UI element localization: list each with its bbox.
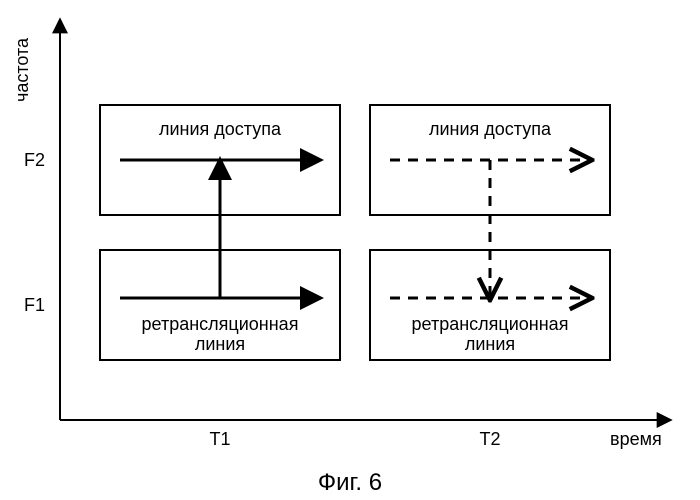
vertical-connectors bbox=[220, 160, 490, 298]
time-tick-label: T2 bbox=[479, 429, 500, 449]
figure-caption: Фиг. 6 bbox=[318, 469, 382, 496]
axes: частота время bbox=[12, 20, 670, 449]
cell-label-bottom: ретрансляционнаялиния bbox=[142, 314, 299, 354]
cells-group: линия доступа ретрансляционнаялиния линия … bbox=[100, 105, 610, 360]
cell-label-top: линия доступа bbox=[429, 119, 552, 139]
cell-t2-f1: ретрансляционнаялиния bbox=[370, 250, 610, 360]
freq-tick-label: F1 bbox=[24, 295, 45, 315]
cell-label-bottom: ретрансляционнаялиния bbox=[412, 314, 569, 354]
y-axis-label: частота bbox=[12, 37, 32, 102]
cell-label-top: линия доступа bbox=[159, 119, 282, 139]
x-axis-label: время bbox=[610, 429, 662, 449]
time-tick-labels: T1 T2 bbox=[209, 429, 500, 449]
figure-container: частота время F2 F1 T1 T2 линия доступа рет… bbox=[0, 0, 700, 500]
time-tick-label: T1 bbox=[209, 429, 230, 449]
freq-tick-labels: F2 F1 bbox=[24, 150, 45, 315]
freq-tick-label: F2 bbox=[24, 150, 45, 170]
diagram-svg: частота время F2 F1 T1 T2 линия доступа рет… bbox=[0, 0, 700, 500]
